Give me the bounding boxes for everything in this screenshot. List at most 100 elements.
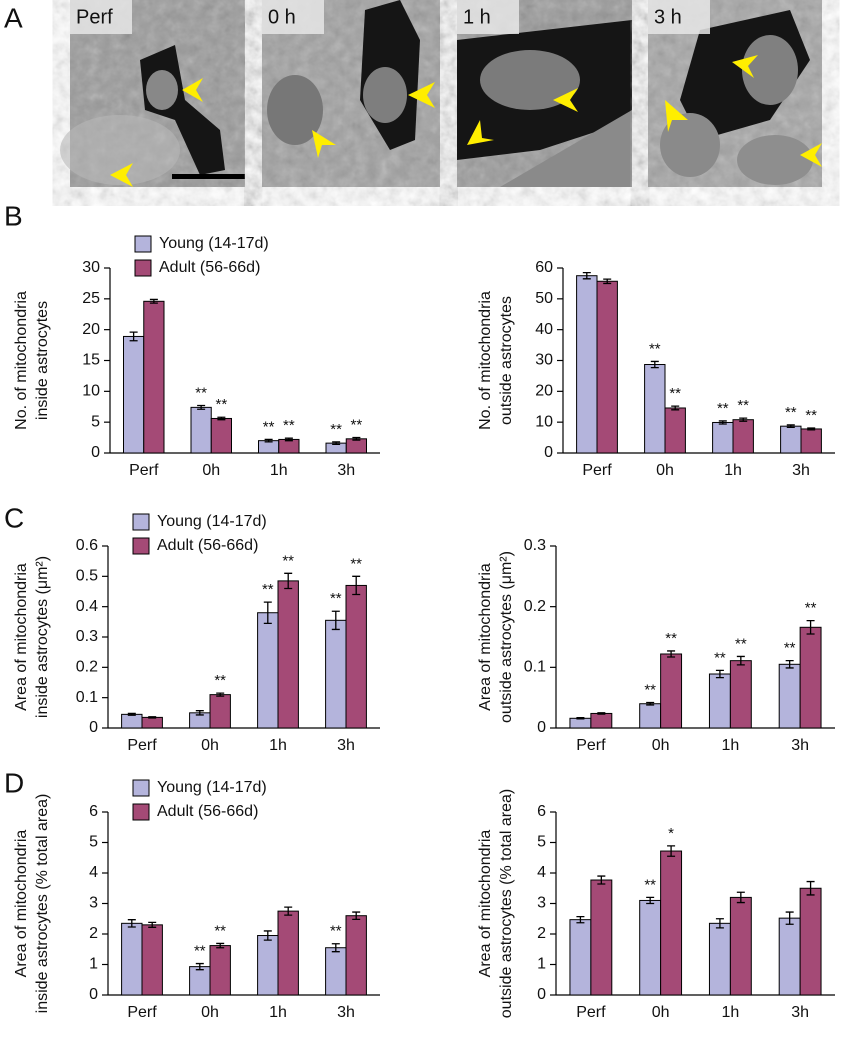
error-bar — [352, 575, 361, 596]
x-tick-label: 3h — [791, 737, 809, 754]
significance-label: ** — [644, 681, 656, 698]
significance-label: ** — [283, 417, 295, 434]
x-tick-label: 1h — [721, 737, 739, 754]
x-tick-label: 3h — [792, 462, 810, 479]
error-bar — [650, 360, 659, 369]
error-bar — [352, 436, 361, 441]
bar — [712, 421, 734, 454]
bar — [799, 626, 822, 729]
micrograph-label: Perf — [76, 6, 113, 28]
error-bar — [197, 404, 206, 410]
error-bar — [739, 417, 748, 422]
legend-label: Adult (56-66d) — [157, 537, 258, 554]
legend-swatch — [132, 779, 150, 797]
error-bar — [352, 911, 361, 921]
y-tick-label: 20 — [535, 383, 553, 400]
bar — [729, 660, 752, 729]
y-tick-label: 3 — [89, 895, 98, 912]
chart: 0 1 2 3 4 5 6 Area of mitochondria inside astroc… — [13, 779, 380, 1021]
chart: 0 0.1 0.2 0.3 0.4 0.5 0.6 Area of mitochondria i… — [13, 513, 380, 754]
error-bar — [806, 619, 815, 635]
micrograph-label: 3 h — [654, 6, 682, 28]
error-bar — [597, 712, 606, 715]
y-tick-label: 3 — [537, 895, 546, 912]
bar — [569, 717, 592, 729]
bar — [121, 713, 143, 729]
error-bar — [786, 424, 795, 429]
legend-swatch — [132, 537, 150, 555]
x-tick-label: Perf — [127, 737, 157, 754]
y-axis-label: Area of mitochondria — [13, 830, 30, 978]
bar — [569, 919, 592, 996]
chart: 0 5 10 15 20 25 30 No. of mitochondria inside as… — [13, 235, 380, 479]
significance-label: ** — [785, 404, 797, 421]
bar — [708, 922, 731, 996]
error-bar — [284, 906, 293, 916]
significance-label: ** — [714, 649, 726, 666]
error-bar — [195, 962, 204, 971]
bar — [277, 910, 299, 996]
error-bar — [264, 438, 273, 443]
y-tick-label: 5 — [89, 834, 98, 851]
bar — [778, 663, 801, 729]
y-tick-label: 0 — [544, 444, 553, 461]
error-bar — [597, 875, 606, 885]
significance-label: ** — [214, 672, 226, 689]
error-bar — [736, 655, 745, 666]
error-bar — [603, 278, 612, 285]
significance-label: ** — [649, 340, 661, 357]
error-bar — [216, 942, 225, 949]
bar — [325, 947, 347, 996]
significance-label: ** — [737, 397, 749, 414]
bar — [664, 407, 686, 454]
panel-label: D — [4, 767, 24, 798]
bar — [708, 673, 731, 729]
significance-label: ** — [735, 635, 747, 652]
y-axis-label: inside astrocytes (μm²) — [34, 556, 51, 718]
bar — [123, 335, 145, 454]
y-tick-label: 2 — [89, 925, 98, 942]
label-background — [70, 0, 132, 34]
legend-label: Young (14-17d) — [159, 235, 269, 252]
y-axis-label: outside astrocytes (% total area) — [498, 789, 515, 1018]
error-bar — [127, 919, 136, 928]
error-bar — [129, 331, 138, 342]
error-bar — [646, 896, 655, 905]
bar — [639, 703, 662, 729]
x-tick-label: 3h — [337, 737, 355, 754]
bar — [210, 417, 232, 454]
x-tick-label: 0h — [652, 737, 670, 754]
bar — [596, 280, 618, 454]
x-tick-label: 0h — [201, 1004, 219, 1021]
legend-swatch — [132, 513, 150, 531]
error-bar — [148, 716, 157, 719]
error-bar — [216, 692, 225, 697]
significance-label: * — [668, 825, 674, 842]
y-tick-label: 5 — [91, 413, 100, 430]
x-tick-label: 1h — [721, 1004, 739, 1021]
y-tick-label: 20 — [82, 321, 100, 338]
significance-label: ** — [263, 418, 275, 435]
error-bar — [785, 911, 794, 925]
bar — [257, 935, 279, 996]
y-axis-label: inside astrocytes — [34, 301, 51, 420]
y-tick-label: 0.2 — [76, 659, 98, 676]
y-tick-label: 50 — [535, 290, 553, 307]
label-background — [648, 0, 710, 34]
y-tick-label: 30 — [82, 259, 100, 276]
error-bar — [785, 660, 794, 669]
error-bar — [806, 880, 815, 896]
y-tick-label: 6 — [537, 803, 546, 820]
y-tick-label: 60 — [535, 259, 553, 276]
y-axis-label: Area of mitochondria — [477, 830, 494, 978]
legend-label: Adult (56-66d) — [159, 259, 260, 276]
x-tick-label: 1h — [724, 462, 742, 479]
error-bar — [127, 712, 136, 716]
y-tick-label: 6 — [89, 803, 98, 820]
y-tick-label: 40 — [535, 321, 553, 338]
error-bar — [195, 710, 204, 716]
y-tick-label: 0.2 — [524, 598, 546, 615]
significance-label: ** — [784, 640, 796, 657]
bar — [660, 850, 683, 996]
